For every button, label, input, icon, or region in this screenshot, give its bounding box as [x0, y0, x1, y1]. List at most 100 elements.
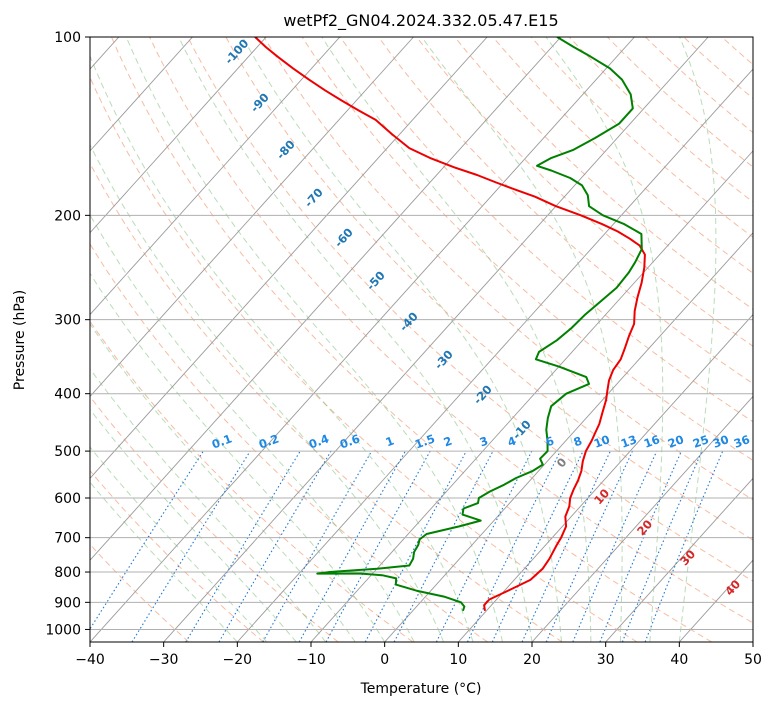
dry-adiabat: [110, 37, 712, 642]
dry-adiabat: [263, 37, 753, 501]
x-axis-ticks: −40 −30 −20 −10 0 10 20 30 40 50: [75, 642, 762, 668]
isotherm-line: [90, 37, 341, 316]
mixing-ratio-label: 30: [711, 432, 731, 451]
mixing-ratio-labels: 0.1 0.2 0.4 0.6 1 1.5 2 3 4 6 8 10 13 16 20 25 30 36: [210, 431, 752, 451]
mixing-ratio-line: [131, 450, 251, 642]
moist-adiabat: [678, 37, 717, 642]
dry-adiabat: [90, 469, 264, 642]
mixing-ratio-label: 20: [666, 432, 686, 451]
moist-adiabat: [125, 37, 503, 642]
mixing-ratio-label: 0.4: [307, 431, 331, 451]
x-tick-label: 30: [597, 652, 615, 668]
isotherm-line: [457, 313, 753, 642]
y-axis-ticks: 100 200 300 400 500 600 700 800 900 1000: [45, 30, 90, 638]
moist-adiabat: [90, 446, 268, 642]
isotherm-label: -90: [247, 90, 271, 115]
dry-adiabat: [90, 162, 563, 642]
isotherm-line: [90, 37, 635, 642]
isotherm-line: [310, 150, 753, 642]
moist-adiabat: [178, 37, 533, 642]
x-tick-label: −30: [149, 652, 179, 668]
dry-adiabat: [644, 37, 753, 134]
mixing-ratio-line: [325, 450, 431, 642]
moist-adiabat: [90, 481, 238, 642]
isotherm-line: [752, 641, 753, 642]
isotherm-line: [163, 37, 709, 642]
dry-adiabat: [339, 37, 753, 423]
isotherm-line: [531, 395, 753, 642]
y-tick-label: 200: [54, 208, 81, 224]
isotherm-line: [236, 68, 753, 642]
isotherm-label: -20: [470, 382, 494, 407]
background-lines: [90, 32, 775, 642]
mixing-ratio-label: 0.2: [257, 431, 281, 451]
dry-adiabat: [90, 320, 414, 642]
dry-adiabat: [721, 37, 753, 66]
moist-adiabat: [90, 408, 297, 642]
isotherm-label: 10: [591, 486, 612, 507]
mixing-ratio-label: 1.5: [413, 431, 437, 451]
x-tick-label: 10: [449, 652, 467, 668]
plot-frame: [89, 36, 754, 643]
y-tick-label: 300: [54, 313, 81, 329]
isotherm-line: [605, 477, 753, 642]
isotherm-line: [90, 37, 267, 234]
dry-adiabat: [301, 37, 753, 461]
y-tick-label: 400: [54, 387, 81, 403]
isotherm-line: [90, 37, 562, 561]
y-tick-label: 900: [54, 595, 81, 611]
mixing-ratio-label: 6: [544, 434, 556, 450]
isotherm-label: -100: [222, 36, 252, 67]
x-tick-label: −40: [75, 652, 105, 668]
mixing-ratio-label: 16: [642, 432, 662, 451]
mixing-ratio-line: [621, 450, 703, 642]
isotherm-label: -50: [363, 268, 387, 293]
dry-adiabat: [754, 32, 775, 642]
mixing-ratio-label: 3: [478, 434, 490, 450]
y-axis-label: Pressure (hPa): [12, 290, 28, 390]
dry-adiabat: [90, 543, 190, 642]
mixing-ratio-line: [364, 450, 467, 642]
y-tick-label: 500: [54, 444, 81, 460]
mixing-ratio-label: 0.6: [338, 431, 362, 451]
dry-adiabat: [415, 37, 753, 347]
x-tick-label: 0: [380, 652, 389, 668]
pressure-gridlines: [90, 37, 753, 630]
moist-adiabat: [545, 37, 664, 642]
mixing-ratio-line: [185, 450, 301, 642]
dry-adiabat: [454, 37, 753, 310]
x-tick-label: 40: [670, 652, 688, 668]
x-tick-label: −10: [296, 652, 326, 668]
mixing-ratio-label: 0.1: [210, 431, 234, 451]
y-tick-label: 700: [54, 531, 81, 547]
mixing-ratio-line: [90, 450, 204, 630]
isotherm-label: 40: [722, 577, 743, 598]
temperature-profile-line: [254, 37, 646, 611]
moist-adiabat: [90, 367, 327, 642]
isotherm-label: -70: [301, 185, 325, 210]
mixing-ratio-line: [262, 450, 373, 642]
mixing-ratio-line: [491, 450, 584, 642]
mixing-ratio-line: [435, 450, 533, 642]
mixing-ratio-line: [644, 450, 724, 642]
profile-series: [254, 37, 646, 612]
mixing-ratio-label: 10: [592, 432, 612, 451]
x-axis-label: Temperature (°C): [360, 681, 482, 697]
moist-adiabat: [90, 213, 415, 642]
moist-adiabat: [421, 37, 623, 642]
isotherm-line: [90, 37, 193, 152]
moist-adiabat: [242, 37, 562, 642]
moist-adiabat: [90, 143, 445, 642]
x-tick-label: −20: [223, 652, 253, 668]
mixing-ratio-label: 2: [442, 434, 454, 450]
mixing-ratio-line: [572, 450, 658, 642]
isotherm-line: [384, 232, 753, 642]
dry-adiabat: [377, 37, 753, 385]
isotherm-line: [90, 37, 414, 398]
dry-adiabat: [90, 243, 488, 642]
chart-title: wetPf2_GN04.2024.332.05.47.E15: [283, 11, 558, 31]
mixing-ratio-line: [599, 450, 682, 642]
dry-adiabat: [149, 37, 753, 624]
y-tick-label: 600: [54, 491, 81, 507]
